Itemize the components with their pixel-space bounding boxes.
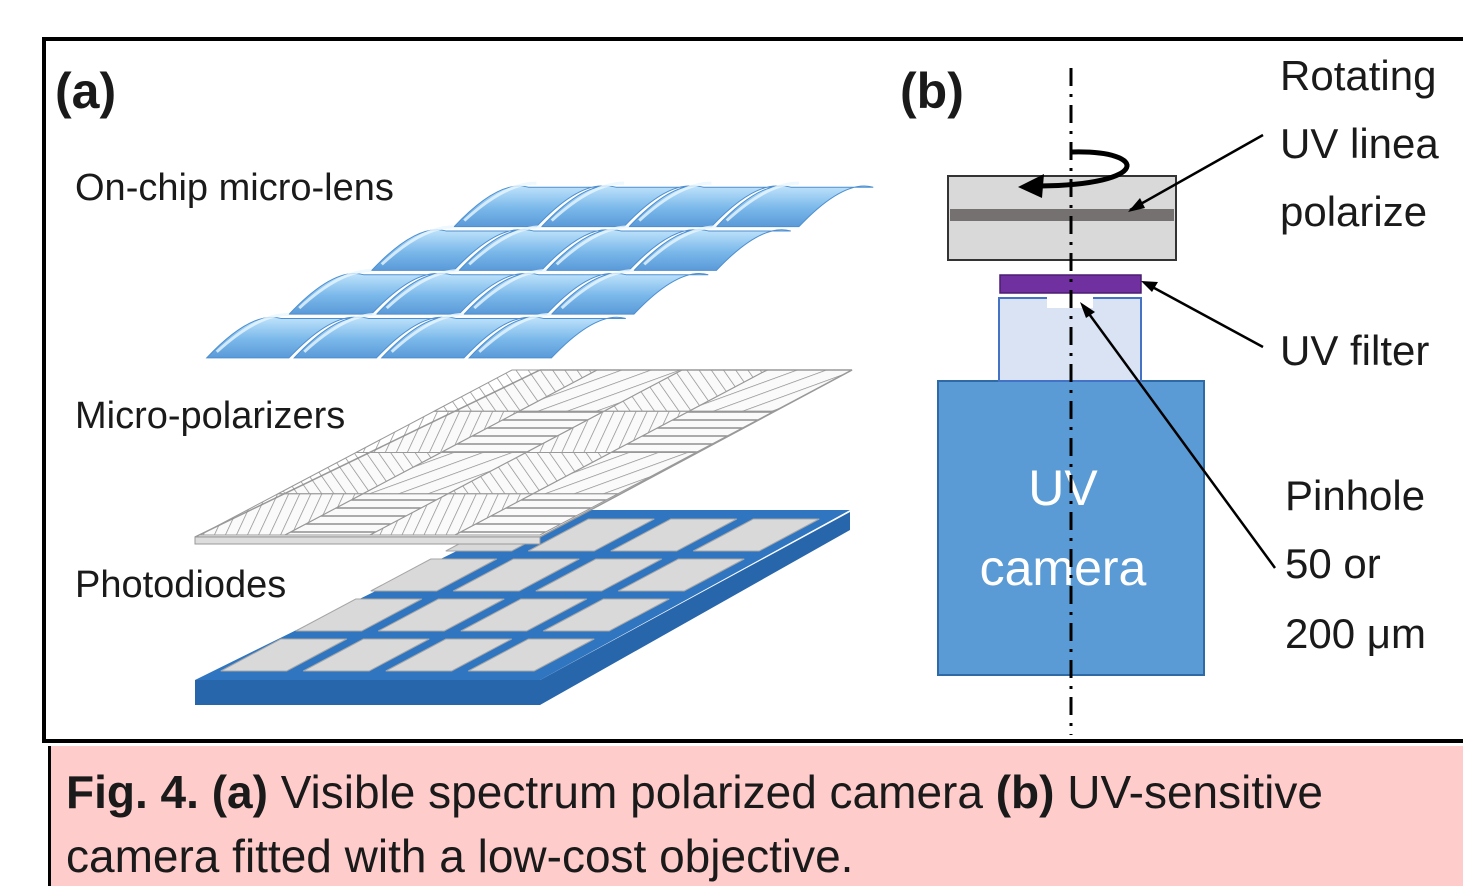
photodiode-cell: [693, 518, 820, 552]
micro-polarizer-array: [194, 369, 853, 545]
photodiode-cell: [460, 598, 587, 632]
photodiode-cell: [468, 638, 595, 672]
polarizer-cell: [688, 369, 853, 412]
photodiode-cell: [385, 638, 512, 672]
photodiode-cell: [303, 638, 430, 672]
polarizer-label-line2: UV linea: [1280, 120, 1439, 167]
figure-caption: Fig. 4. (a) Visible spectrum polarized c…: [66, 760, 1456, 888]
photodiode-cell: [618, 558, 745, 592]
caption-text-b: UV-sensitive camera fitted with a low-co…: [66, 766, 1323, 882]
polarizer-strip: [950, 209, 1174, 221]
polarizer-label-line3: polarize: [1280, 188, 1427, 235]
polarizer-layer-label: Micro-polarizers: [75, 395, 345, 437]
lens-highlight: [298, 269, 372, 310]
lens-highlight: [478, 312, 552, 353]
caption-fig-number: Fig. 4.: [66, 766, 199, 818]
photodiode-cell: [610, 518, 737, 552]
lens-highlight: [560, 269, 635, 310]
caption-b: (b): [995, 766, 1055, 818]
rotation-arrowhead-icon: [1018, 174, 1044, 198]
photodiode-cell: [220, 638, 347, 672]
panel-a-label: (a): [55, 63, 116, 119]
micro-lens-array: [205, 181, 874, 359]
photodiode-cell: [543, 598, 670, 632]
photodiode-layer-label: Photodiodes: [75, 564, 286, 606]
caption-box: [48, 746, 1463, 886]
lens-highlight: [215, 312, 290, 353]
lens-layer-label: On-chip micro-lens: [75, 167, 394, 209]
polarizer-label-line1: Rotating: [1280, 52, 1436, 99]
pinhole-pointer: [1082, 306, 1277, 569]
lens-highlight: [473, 269, 547, 310]
lens-highlight: [303, 312, 377, 353]
rotation-arrow-icon: [1039, 149, 1130, 189]
lens-highlight: [725, 181, 800, 222]
lens-highlight: [638, 181, 712, 222]
lens-highlight: [390, 312, 465, 353]
lens-highlight: [385, 269, 460, 310]
lens-highlight: [643, 225, 717, 266]
pinhole-label-line1: Pinhole: [1285, 472, 1425, 519]
photodiode-array: [195, 510, 850, 705]
photodiode-cell: [295, 598, 422, 632]
polarizer-pointer: [1129, 133, 1264, 212]
camera-label-line1: UV: [1028, 460, 1098, 516]
pinhole-label-line3: 200 μm: [1285, 610, 1426, 657]
filter-pointer: [1144, 281, 1264, 349]
pinhole-label-line2: 50 or: [1285, 540, 1381, 587]
photodiode-cell: [528, 518, 655, 552]
photodiode-cell: [378, 598, 505, 632]
photodiode-cell: [535, 558, 662, 592]
lens-highlight: [468, 225, 542, 266]
photodiode-cell: [370, 558, 497, 592]
caption-text-a: Visible spectrum polarized camera: [267, 766, 996, 818]
filter-label: UV filter: [1280, 327, 1429, 374]
lens-highlight: [555, 225, 630, 266]
panel-b-label: (b): [900, 63, 964, 119]
figure-canvas: (a) On-chip micro-lens Micro-polarizers …: [55, 52, 1439, 735]
photodiode-cell: [453, 558, 580, 592]
camera-label-line2: camera: [980, 540, 1147, 596]
lens-highlight: [380, 225, 455, 266]
caption-a: (a): [211, 766, 268, 818]
lens-highlight: [550, 181, 625, 222]
lens-highlight: [463, 181, 537, 222]
